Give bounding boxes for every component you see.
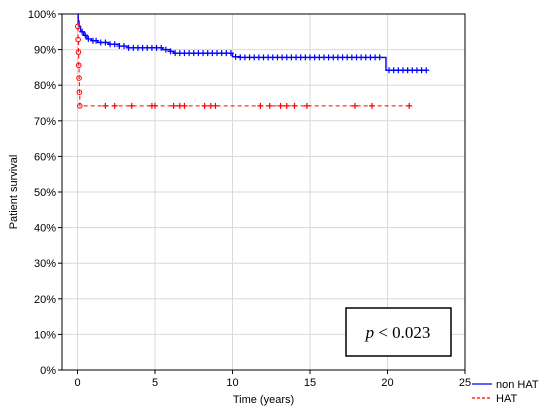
y-tick-label: 40% [34,223,56,235]
p-value-italic: p [365,323,375,342]
p-value-text: p < 0.023 [365,323,431,342]
x-axis-title: Time (years) [233,394,294,406]
censor-mark [158,44,165,51]
series-0 [77,13,430,74]
censor-mark [423,67,430,74]
censor-mark [376,54,383,61]
censor-mark [170,102,177,109]
censor-mark [201,102,208,109]
x-tick-label: 15 [304,377,316,389]
x-tick-label: 5 [152,377,158,389]
censor-mark [277,102,284,109]
event-marker [75,36,81,43]
censor-mark [128,102,135,109]
censor-mark [102,102,109,109]
event-marker [75,23,81,30]
x-tick-label: 0 [74,377,80,389]
censor-mark [351,102,358,109]
censor-mark [79,28,86,35]
censor-mark [283,102,290,109]
censor-mark [167,48,174,55]
x-axis: 0 5 10 15 20 25 [74,370,471,389]
event-marker [76,89,83,96]
y-tick-label: 30% [34,258,56,270]
p-value-rest: < 0.023 [374,323,430,342]
censor-mark [227,50,234,57]
x-tick-label: 20 [381,377,393,389]
censor-mark [257,102,264,109]
y-tick-label: 90% [34,45,56,57]
censor-mark [152,102,158,109]
y-tick-label: 60% [34,151,56,163]
event-marker [75,62,82,69]
series-line [77,13,410,107]
legend-label-0: non HAT [496,379,539,391]
y-tick-label: 80% [34,80,56,92]
y-tick-label: 0% [40,365,56,377]
censor-mark [232,53,239,60]
censor-mark [121,43,127,50]
censor-mark [82,32,89,39]
censor-mark [111,102,118,109]
censor-mark [162,46,169,53]
series-1 [75,13,413,109]
event-marker [76,75,82,81]
x-tick-label: 10 [226,377,238,389]
censor-mark [93,37,100,44]
legend: non HAT HAT [472,379,539,405]
censor-mark [85,35,92,42]
y-tick-label: 100% [28,9,56,21]
event-marker [75,49,82,55]
y-tick-label: 10% [34,329,56,341]
censor-mark [181,102,188,109]
y-axis-title: Patient survival [8,155,20,230]
p-value-annotation: p < 0.023 [345,307,452,357]
censor-mark [303,102,310,109]
censor-mark [102,39,109,46]
censor-mark [266,102,273,109]
censor-mark [111,41,118,48]
grid [62,14,465,370]
p-value-box [345,307,452,357]
y-tick-label: 20% [34,294,56,306]
y-tick-label: 50% [34,187,56,199]
legend-label-1: HAT [496,393,517,405]
x-tick-label: 25 [459,377,471,389]
y-axis: 0% 10% 20% 30% 40% 50% 60% 70% 80% 90% 100% [28,9,62,377]
series-layer [75,13,430,109]
censor-mark [406,102,413,109]
censor-mark [369,102,375,109]
series-line [77,13,427,71]
y-tick-label: 70% [34,116,56,128]
censor-mark [212,102,219,109]
event-marker [77,103,83,109]
censor-mark [291,102,298,109]
